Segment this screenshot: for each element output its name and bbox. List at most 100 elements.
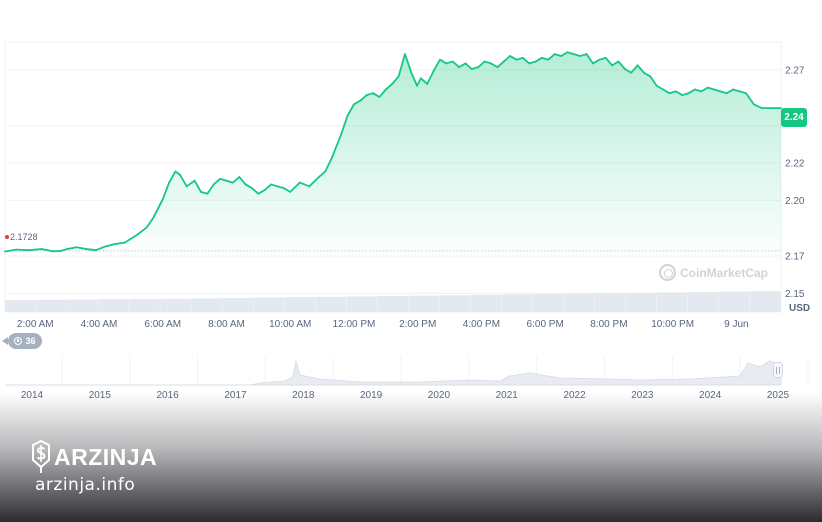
price-segment — [598, 56, 607, 61]
price-segment — [75, 246, 88, 250]
y-axis: 2.15 2.17 2.20 2.22 2.27 — [785, 65, 805, 299]
current-price-badge: 2.24 — [781, 108, 807, 127]
price-segment — [700, 86, 709, 93]
volume-bar — [501, 294, 533, 312]
price-segment — [353, 99, 362, 106]
price-segment — [496, 60, 505, 69]
price-segment — [668, 90, 677, 95]
price-segment — [263, 183, 273, 191]
price-segment — [611, 60, 620, 67]
price-segment — [185, 179, 196, 188]
price-segment — [397, 53, 406, 78]
price-segment — [161, 181, 171, 201]
volume-bar — [160, 298, 191, 312]
price-segment — [687, 88, 696, 95]
price-segment — [136, 226, 148, 236]
price-segment — [426, 69, 435, 85]
price-segment — [674, 90, 684, 96]
x-tick-label: 10:00 AM — [269, 319, 311, 330]
price-segment — [419, 77, 429, 85]
price-segment — [725, 88, 735, 95]
price-segment — [592, 58, 601, 65]
volume-bar — [594, 293, 626, 312]
price-segment — [553, 53, 563, 57]
price-segment — [59, 248, 69, 252]
volume-bar — [191, 298, 222, 312]
price-segment — [66, 246, 78, 250]
price-segment — [200, 190, 209, 195]
open-price-marker — [5, 235, 9, 239]
price-segment — [745, 92, 755, 106]
price-segment — [585, 53, 594, 65]
price-segment — [630, 64, 639, 74]
price-segment — [244, 183, 253, 190]
volume-bar — [129, 299, 160, 312]
price-segment — [276, 185, 285, 190]
x-tick-label: 6:00 AM — [144, 319, 181, 330]
volume-bar — [5, 300, 36, 312]
price-segment — [432, 58, 441, 72]
price-segment — [384, 82, 394, 91]
zoom-badge[interactable]: 36 — [2, 333, 42, 349]
volume-bar — [656, 292, 688, 312]
navigator-handle[interactable] — [773, 362, 783, 378]
price-segment — [378, 88, 387, 98]
price-segment — [251, 187, 260, 195]
price-line — [4, 51, 782, 253]
price-segment — [372, 92, 381, 98]
price-segment — [483, 60, 492, 65]
price-segment — [145, 217, 155, 229]
price-segment — [298, 181, 311, 188]
brand-site: arzinja.info — [35, 475, 136, 495]
price-segment — [410, 71, 418, 87]
price-segment — [560, 51, 569, 57]
coinmarketcap-watermark: CoinMarketCap — [659, 264, 768, 281]
price-segment — [502, 55, 512, 63]
coinmarketcap-logo-icon — [659, 264, 676, 281]
price-segment — [738, 90, 747, 95]
clock-icon — [14, 337, 23, 345]
x-tick-label: 10:00 PM — [651, 319, 694, 330]
volume-bar — [222, 298, 254, 312]
price-segment — [318, 170, 327, 178]
price-segment — [219, 177, 228, 182]
price-segment — [168, 170, 177, 184]
price-segment — [572, 53, 582, 57]
price-segment — [681, 92, 690, 96]
y-tick-label: 2.22 — [785, 159, 805, 170]
y-tick-label: 2.27 — [785, 65, 805, 76]
volume-bar — [439, 295, 471, 312]
price-segment — [445, 60, 454, 65]
volume-bar — [315, 296, 347, 312]
price-segment — [179, 174, 188, 188]
volume-bar — [98, 299, 129, 312]
x-tick-label: 8:00 AM — [208, 319, 245, 330]
price-segment — [706, 86, 715, 91]
y-tick-label: 2.15 — [785, 289, 805, 300]
price-segment — [662, 88, 671, 95]
volume-bar — [532, 294, 564, 312]
x-tick-label: 12:00 PM — [333, 319, 376, 330]
price-segment — [470, 66, 480, 70]
price-segment — [623, 68, 633, 74]
price-segment — [4, 248, 18, 253]
dollar-shield-icon — [32, 440, 50, 473]
price-segment — [123, 233, 139, 244]
price-segment — [617, 60, 626, 70]
price-segment — [391, 75, 400, 85]
open-price-label: 2.1728 — [10, 232, 38, 242]
x-tick-label: 9 Jun — [724, 319, 748, 330]
price-segment — [282, 187, 292, 193]
price-segment — [359, 94, 368, 102]
price-segment — [694, 88, 703, 93]
price-segment — [439, 58, 448, 65]
price-segment — [655, 84, 664, 91]
price-segment — [308, 176, 320, 188]
brand-watermark: ARZINJA arzinja.info — [32, 440, 157, 495]
price-segment — [174, 170, 182, 177]
x-tick-label: 2:00 AM — [17, 319, 54, 330]
volume-bar — [377, 296, 409, 312]
price-segment — [225, 179, 234, 184]
volume-bar — [625, 292, 657, 312]
volume-bar — [67, 299, 98, 312]
